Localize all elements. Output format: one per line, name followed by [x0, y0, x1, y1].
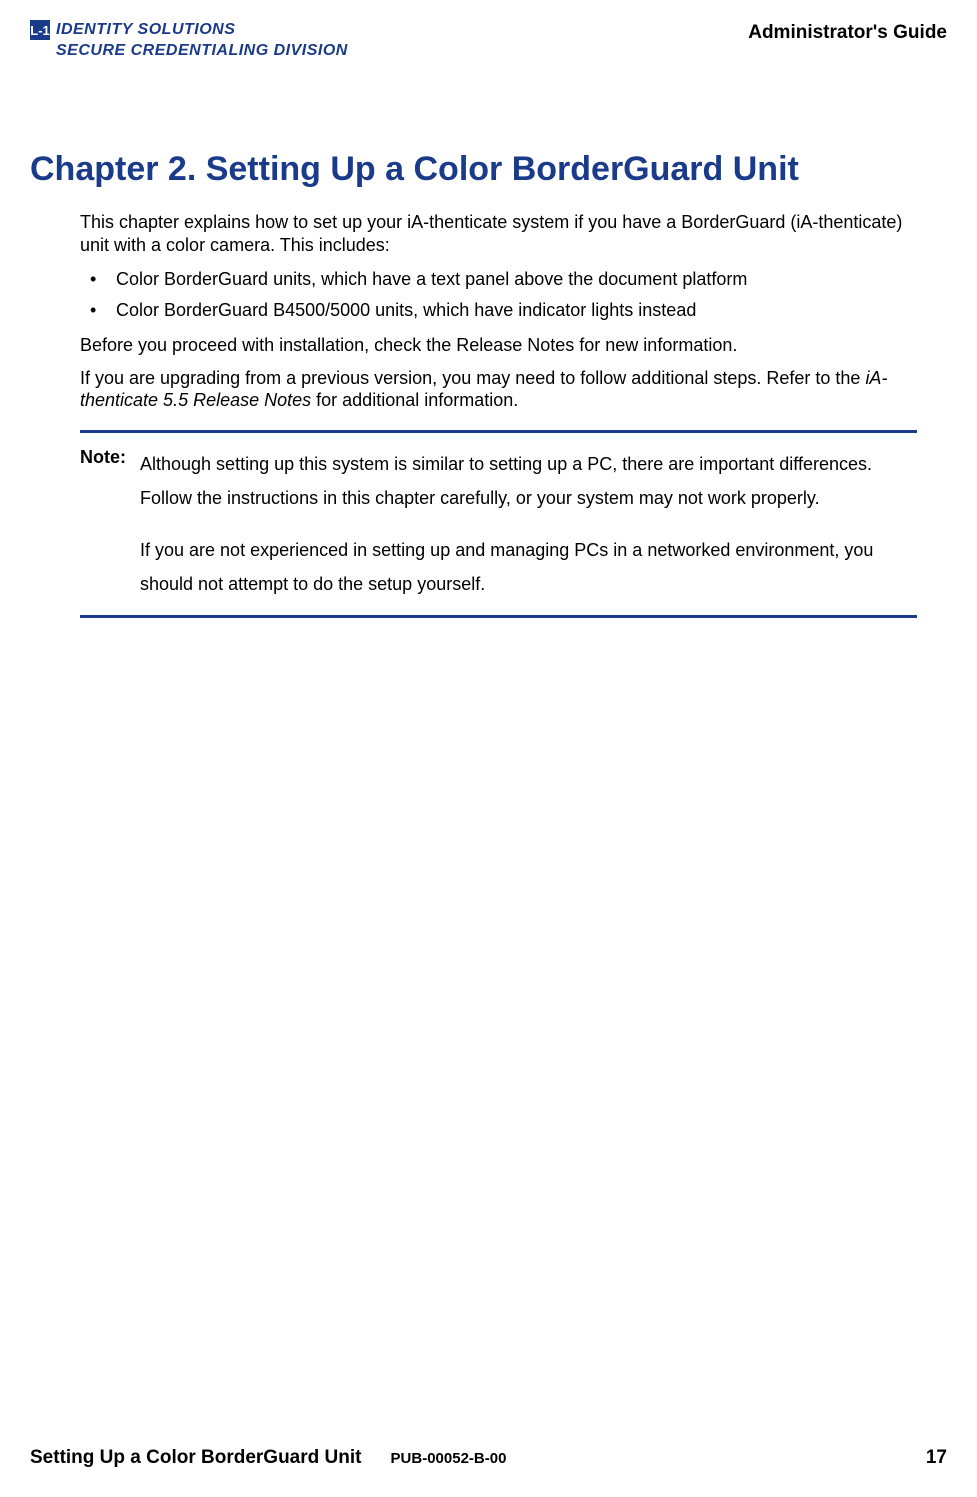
chapter-content: This chapter explains how to set up your… [80, 211, 917, 618]
note-paragraph-2: If you are not experienced in setting up… [140, 533, 917, 601]
list-item: Color BorderGuard B4500/5000 units, whic… [80, 297, 917, 324]
logo-text-secondary: SECURE CREDENTIALING DIVISION [56, 42, 348, 60]
logo-line-1: L-1 IDENTITY SOLUTIONS [30, 20, 348, 40]
company-logo: L-1 IDENTITY SOLUTIONS SECURE CREDENTIAL… [30, 20, 348, 60]
logo-box-icon: L-1 [30, 20, 50, 40]
note-paragraph-1: Although setting up this system is simil… [140, 447, 917, 515]
chapter-title: Chapter 2. Setting Up a Color BorderGuar… [30, 150, 947, 189]
bullet-list: Color BorderGuard units, which have a te… [80, 266, 917, 324]
upgrade-paragraph: If you are upgrading from a previous ver… [80, 367, 917, 412]
upgrade-prefix: If you are upgrading from a previous ver… [80, 368, 865, 388]
note-label: Note: [80, 447, 126, 602]
intro-paragraph: This chapter explains how to set up your… [80, 211, 917, 256]
upgrade-suffix: for additional information. [311, 390, 518, 410]
note-row: Note: Although setting up this system is… [80, 447, 917, 602]
page-header: L-1 IDENTITY SOLUTIONS SECURE CREDENTIAL… [30, 20, 947, 60]
footer-page-number: 17 [926, 1447, 947, 1469]
note-box: Note: Although setting up this system is… [80, 430, 917, 619]
before-proceed-paragraph: Before you proceed with installation, ch… [80, 334, 917, 357]
list-item: Color BorderGuard units, which have a te… [80, 266, 917, 293]
footer-pub-number: PUB-00052-B-00 [391, 1450, 507, 1467]
note-text: Although setting up this system is simil… [140, 447, 917, 602]
logo-text-primary: IDENTITY SOLUTIONS [56, 21, 235, 39]
footer-section-title: Setting Up a Color BorderGuard Unit [30, 1447, 361, 1469]
page-footer: Setting Up a Color BorderGuard Unit PUB-… [30, 1447, 947, 1469]
header-doc-title: Administrator's Guide [748, 22, 947, 44]
